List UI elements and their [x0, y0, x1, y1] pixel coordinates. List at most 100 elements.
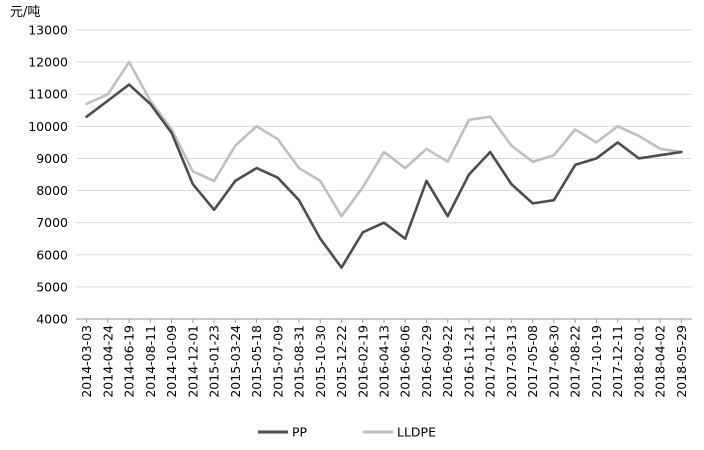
legend-label-lldpe: LLDPE [397, 425, 436, 440]
data-point-pp [595, 157, 598, 159]
data-point-pp [532, 202, 534, 204]
x-tick-label: 2015-10-30 [313, 325, 328, 398]
data-point-pp [234, 180, 236, 182]
data-point-lldpe [128, 61, 130, 63]
data-point-pp [86, 116, 88, 118]
data-point-pp [617, 141, 619, 143]
data-point-pp [680, 151, 683, 153]
data-point-pp [362, 231, 364, 233]
data-point-lldpe [638, 135, 640, 137]
x-tick-label: 2016-02-19 [355, 325, 370, 398]
y-tick-label: 11000 [28, 87, 68, 102]
data-point-lldpe [86, 103, 88, 105]
y-tick-label: 9000 [36, 151, 68, 166]
x-tick-label: 2015-03-24 [228, 325, 243, 398]
x-tick-label: 2015-07-09 [270, 325, 285, 398]
y-tick-label: 5000 [36, 279, 68, 294]
legend: PP LLDPE [258, 425, 436, 440]
data-point-lldpe [574, 128, 576, 131]
x-tick-label: 2015-05-18 [249, 325, 264, 398]
x-tick-label: 2016-07-29 [419, 325, 434, 398]
data-point-lldpe [425, 148, 428, 150]
y-tick-label: 4000 [36, 312, 68, 327]
data-point-lldpe [447, 161, 449, 163]
data-point-pp [213, 209, 215, 211]
legend-label-pp: PP [292, 425, 308, 440]
data-point-lldpe [192, 170, 194, 172]
y-tick-label: 12000 [28, 55, 68, 70]
data-point-lldpe [553, 154, 555, 156]
y-tick-label: 6000 [36, 247, 68, 262]
x-tick-label: 2018-05-29 [674, 325, 689, 398]
data-point-lldpe [234, 145, 236, 147]
data-point-pp [298, 199, 300, 201]
data-point-pp [404, 238, 406, 240]
data-point-lldpe [595, 141, 598, 143]
x-tick-label: 2016-09-22 [440, 325, 455, 398]
y-tick-label: 8000 [36, 183, 68, 198]
data-point-pp [638, 157, 640, 159]
data-point-lldpe [319, 180, 321, 182]
x-tick-label: 2016-04-13 [377, 325, 392, 398]
data-point-pp [149, 103, 151, 105]
data-point-lldpe [171, 128, 173, 131]
x-tick-label: 2015-01-23 [207, 325, 222, 398]
data-point-pp [574, 164, 576, 166]
x-tick-label: 2017-05-08 [525, 325, 540, 398]
data-point-pp [383, 222, 385, 224]
x-tick-label: 2016-11-21 [461, 325, 476, 398]
data-point-lldpe [489, 116, 491, 118]
data-point-pp [107, 100, 109, 102]
data-point-pp [340, 267, 343, 269]
data-point-lldpe [149, 100, 151, 102]
data-point-pp [553, 199, 555, 201]
y-axis-unit-label: 元/吨 [10, 5, 40, 20]
data-point-pp [468, 173, 470, 176]
data-point-lldpe [617, 125, 619, 127]
x-tick-label: 2014-04-24 [100, 325, 115, 398]
data-point-lldpe [340, 215, 343, 217]
y-tick-label: 7000 [36, 215, 68, 230]
y-tick-label: 10000 [28, 119, 68, 134]
x-tick-label: 2018-02-01 [631, 325, 646, 398]
x-tick-label: 2015-08-31 [292, 325, 307, 398]
data-point-pp [659, 154, 661, 156]
x-tick-label: 2017-03-13 [504, 325, 519, 398]
x-tick-label: 2015-12-22 [334, 325, 349, 398]
data-point-lldpe [510, 145, 512, 147]
data-point-pp [319, 238, 321, 240]
series-lines [85, 60, 683, 269]
data-point-pp [171, 132, 173, 134]
x-tick-label: 2014-10-09 [164, 325, 179, 398]
x-tick-label: 2017-10-19 [589, 325, 604, 398]
data-point-lldpe [298, 167, 300, 169]
x-tick-label: 2014-12-01 [185, 325, 200, 398]
data-point-lldpe [213, 180, 215, 182]
data-point-pp [510, 183, 512, 185]
x-tick-label: 2017-06-30 [546, 325, 561, 398]
data-point-pp [128, 84, 130, 86]
data-point-lldpe [659, 148, 661, 150]
data-point-lldpe [532, 161, 534, 163]
data-point-pp [425, 180, 428, 182]
data-point-lldpe [383, 151, 385, 153]
data-point-lldpe [362, 186, 364, 188]
x-tick-label: 2018-04-02 [653, 325, 668, 398]
data-point-lldpe [404, 167, 406, 169]
series-line-pp [85, 83, 683, 269]
data-point-lldpe [107, 93, 109, 95]
y-tick-label: 13000 [28, 23, 68, 38]
data-point-lldpe [468, 119, 470, 121]
data-point-pp [277, 177, 279, 179]
x-tick-label: 2014-06-19 [122, 325, 137, 398]
x-tick-label: 2014-03-03 [79, 325, 94, 398]
data-point-lldpe [256, 125, 258, 127]
x-tick-label: 2017-08-22 [568, 325, 583, 398]
data-point-pp [256, 167, 258, 169]
x-tick-label: 2017-01-12 [483, 325, 498, 398]
data-point-pp [489, 151, 491, 153]
gridlines [76, 29, 692, 288]
data-point-lldpe [277, 138, 279, 140]
x-tick-label: 2014-08-11 [143, 325, 158, 398]
